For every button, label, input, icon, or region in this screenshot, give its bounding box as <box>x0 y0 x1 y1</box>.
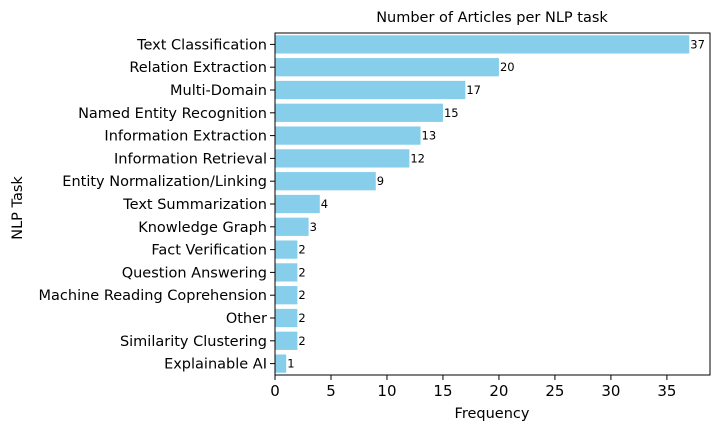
data-label: 15 <box>444 106 459 120</box>
data-label: 2 <box>298 311 305 325</box>
y-tick-label: Other <box>226 311 267 327</box>
bar <box>275 194 320 214</box>
data-label: 20 <box>500 60 515 74</box>
bar <box>275 126 421 145</box>
data-label: 17 <box>466 83 481 97</box>
chart-title: Number of Articles per NLP task <box>376 10 608 26</box>
data-label: 3 <box>310 220 317 234</box>
y-tick-label: Knowledge Graph <box>138 220 267 236</box>
x-tick-label: 10 <box>377 382 396 400</box>
y-tick-label: Text Summarization <box>122 197 267 213</box>
bar <box>275 80 466 100</box>
bar <box>275 308 298 328</box>
plot-frame <box>274 32 711 376</box>
bar <box>275 286 298 305</box>
x-tick-label: 0 <box>270 382 280 400</box>
y-tick-label: Fact Verification <box>151 243 267 259</box>
y-tick-label: Information Extraction <box>104 129 267 145</box>
y-tick-label: Similarity Clustering <box>120 334 267 350</box>
bar <box>275 149 410 168</box>
bar <box>275 354 287 373</box>
y-tick-label: Question Answering <box>122 265 267 281</box>
data-label: 2 <box>298 265 305 279</box>
data-label: 2 <box>298 288 305 302</box>
data-label: 2 <box>298 243 305 257</box>
x-axis-title: Frequency <box>455 406 530 422</box>
data-label: 12 <box>410 151 425 165</box>
y-tick-label: Information Retrieval <box>114 151 267 167</box>
y-tick-label: Named Entity Recognition <box>78 106 267 122</box>
data-label: 37 <box>690 37 705 51</box>
data-label: 4 <box>321 197 328 211</box>
bar <box>275 35 690 54</box>
bar <box>275 58 499 77</box>
y-tick-label: Text Classification <box>136 37 267 53</box>
x-tick-label: 5 <box>326 382 336 400</box>
bar <box>275 103 443 122</box>
data-label: 13 <box>422 129 437 143</box>
y-tick-label: Machine Reading Coprehension <box>39 288 267 304</box>
bar <box>275 172 376 191</box>
x-tick-label: 25 <box>545 382 564 400</box>
bar <box>275 217 309 236</box>
y-axis-title: NLP Task <box>10 176 26 240</box>
x-tick-label: 20 <box>489 382 508 400</box>
data-label: 1 <box>287 357 294 371</box>
y-tick-label: Relation Extraction <box>129 60 267 76</box>
x-tick-label: 30 <box>601 382 620 400</box>
x-tick-label: 15 <box>433 382 452 400</box>
bar <box>275 331 298 350</box>
y-tick-label: Multi-Domain <box>170 83 267 99</box>
y-tick-label: Explainable AI <box>164 357 267 373</box>
x-tick-label: 35 <box>657 382 676 400</box>
data-label: 9 <box>377 174 384 188</box>
bar <box>275 263 298 282</box>
data-label: 2 <box>298 334 305 348</box>
bar <box>275 240 298 259</box>
y-tick-label: Entity Normalization/Linking <box>62 174 267 190</box>
